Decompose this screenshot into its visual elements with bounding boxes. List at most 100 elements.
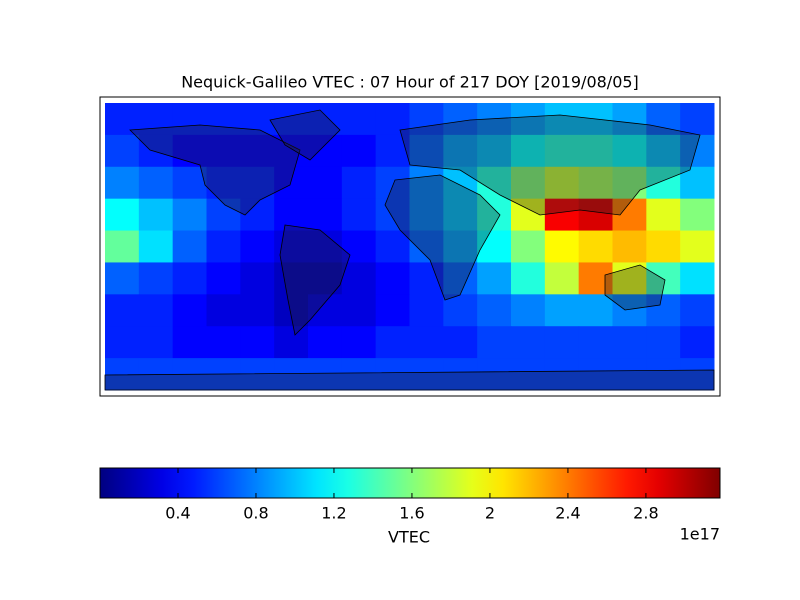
heat-cell — [274, 262, 309, 295]
heat-cell — [172, 230, 207, 263]
heat-cell — [680, 358, 715, 391]
heat-cell — [578, 262, 613, 295]
heat-cell — [443, 134, 478, 168]
heat-cell — [409, 262, 444, 295]
greenland — [269, 109, 341, 161]
heat-cell — [511, 358, 546, 391]
heat-cell — [511, 326, 546, 359]
heat-cell — [172, 103, 207, 136]
heat-cell — [443, 326, 478, 359]
heat-cell — [138, 198, 174, 232]
south-america — [279, 224, 351, 336]
heat-cell — [544, 134, 580, 168]
heat-cell — [138, 134, 174, 168]
heat-cell — [477, 358, 512, 391]
heat-cell — [409, 326, 444, 359]
north-america — [129, 124, 301, 216]
heat-cell — [646, 198, 681, 232]
heat-cell — [206, 230, 241, 263]
heat-cell — [477, 294, 512, 327]
heat-cell — [511, 166, 546, 200]
colorbar-tick-label: 2 — [485, 504, 495, 523]
heat-cell — [544, 166, 580, 200]
heat-cell — [240, 230, 275, 263]
heat-cell — [274, 358, 309, 391]
colorbar-tick-label: 2.4 — [555, 504, 580, 523]
heat-cell — [105, 230, 140, 263]
map-frame — [99, 96, 721, 397]
heat-cell — [511, 294, 546, 327]
heat-cell — [308, 358, 343, 391]
heat-cell — [544, 103, 580, 136]
heat-cell — [646, 134, 681, 168]
heat-cell — [341, 103, 377, 136]
heat-cell — [375, 262, 410, 295]
heat-cell — [612, 326, 647, 359]
heat-cell — [578, 166, 613, 200]
coastlines — [104, 109, 715, 391]
heat-cell — [544, 326, 580, 359]
heat-cell — [274, 230, 309, 263]
heat-cell — [680, 230, 715, 263]
heat-cell — [375, 230, 410, 263]
heat-cell — [341, 358, 377, 391]
heat-cell — [680, 294, 715, 327]
heat-cell — [477, 230, 512, 263]
heat-cell — [680, 103, 715, 136]
heat-cell — [138, 230, 174, 263]
heat-cell — [477, 262, 512, 295]
africa — [384, 174, 501, 301]
heat-cell — [341, 326, 377, 359]
heat-cell — [443, 103, 478, 136]
heat-cell — [105, 358, 140, 391]
heat-cell — [680, 134, 715, 168]
heat-cell — [578, 134, 613, 168]
heat-cell — [646, 230, 681, 263]
heat-cell — [511, 262, 546, 295]
colorbar-label: VTEC — [388, 528, 430, 547]
heat-cell — [105, 262, 140, 295]
heat-cell — [477, 166, 512, 200]
heat-cell — [646, 294, 681, 327]
heat-cell — [443, 230, 478, 263]
colorbar-tick-label: 0.4 — [165, 504, 190, 523]
heat-cell — [274, 294, 309, 327]
heat-cell — [240, 358, 275, 391]
heat-cell — [206, 262, 241, 295]
heat-cell — [274, 166, 309, 200]
heat-cell — [544, 358, 580, 391]
heat-cell — [544, 198, 580, 232]
heat-cell — [612, 230, 647, 263]
heat-cell — [138, 166, 174, 200]
heat-cell — [206, 103, 241, 136]
heat-cell — [105, 134, 140, 168]
heat-cell — [172, 198, 207, 232]
heat-cell — [646, 166, 681, 200]
heat-cell — [409, 103, 444, 136]
heat-cell — [511, 230, 546, 263]
heat-cell — [172, 294, 207, 327]
heat-cell — [375, 198, 410, 232]
heat-cell — [544, 230, 580, 263]
heat-cell — [341, 134, 377, 168]
colorbar-tick-label: 1.2 — [321, 504, 346, 523]
heat-cell — [138, 103, 174, 136]
heatmap — [105, 103, 715, 391]
heat-cell — [308, 294, 343, 327]
heat-cell — [409, 198, 444, 232]
heat-cell — [477, 326, 512, 359]
heat-cell — [341, 166, 377, 200]
australia — [604, 264, 666, 311]
heat-cell — [172, 326, 207, 359]
colorbar — [99, 467, 721, 499]
heat-cell — [172, 166, 207, 200]
heat-cell — [443, 198, 478, 232]
heat-cell — [240, 134, 275, 168]
heat-cell — [308, 326, 343, 359]
heat-cell — [274, 326, 309, 359]
heat-cell — [172, 262, 207, 295]
heat-cell — [206, 326, 241, 359]
heat-cell — [477, 134, 512, 168]
heat-cell — [578, 326, 613, 359]
